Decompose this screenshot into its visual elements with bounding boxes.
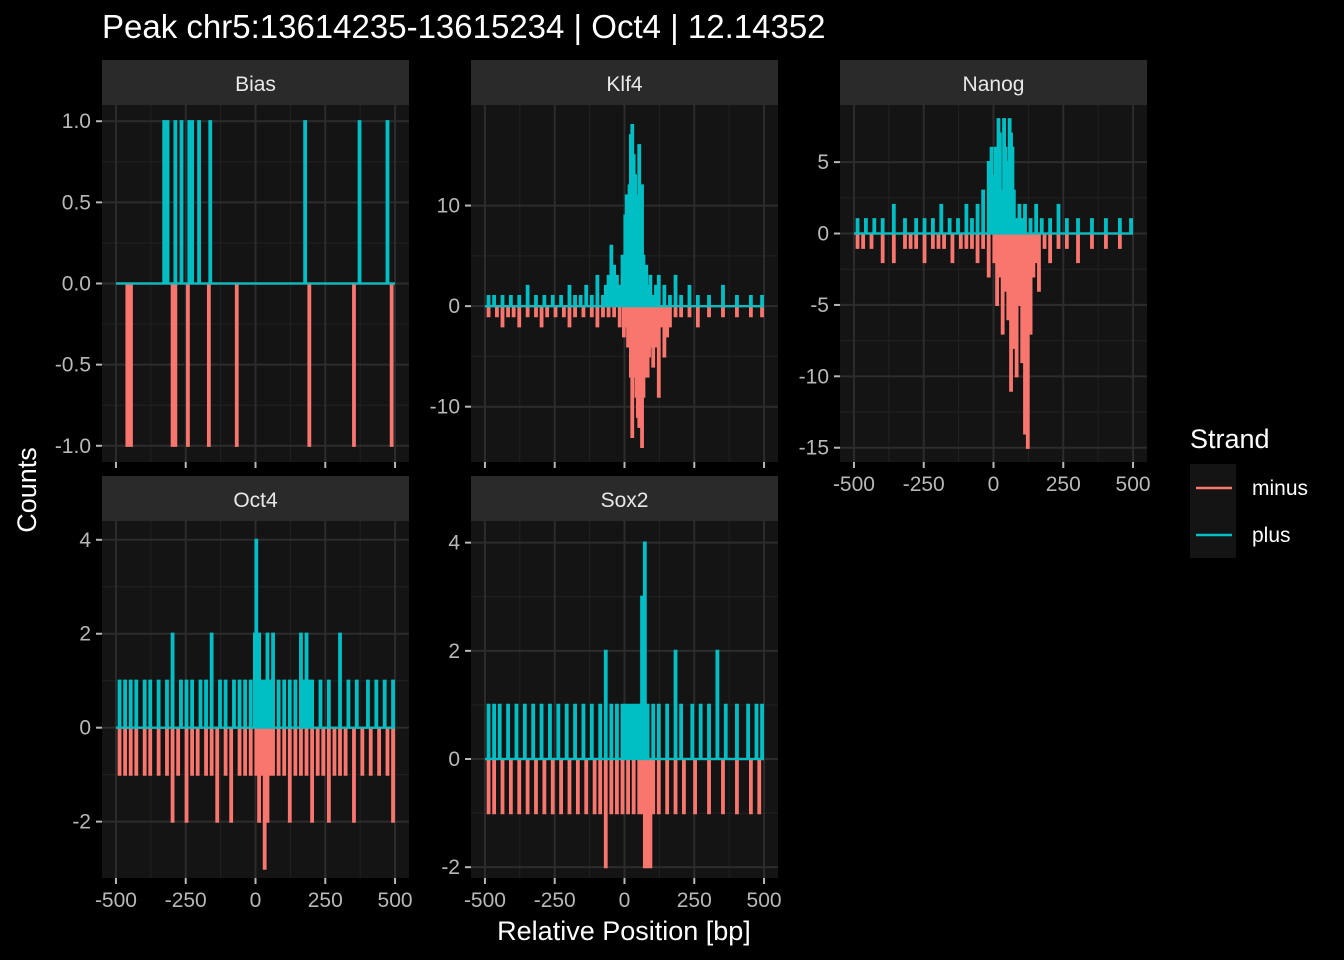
- panel-strip-oct4: [102, 476, 409, 521]
- panel-nanog: Nanog -15 -10 -5 0 5 -500 -250 0 250 500: [799, 60, 1151, 496]
- y-tick-label-oct4: -2: [72, 811, 91, 834]
- x-tick-label-oct4: -500: [95, 889, 137, 912]
- panel-strip-label-bias: Bias: [235, 73, 276, 96]
- y-tick-label-bias: -0.5: [55, 354, 91, 377]
- series-line-oct4-plus: [115, 538, 396, 729]
- panel-klf4: Klf4 -10 0 10: [430, 60, 778, 468]
- legend-key-background: [1190, 464, 1236, 558]
- y-tick-label-bias: 0.0: [62, 273, 91, 296]
- x-tick-label-oct4: 0: [250, 889, 262, 912]
- y-tick-label-nanog: -5: [810, 294, 829, 317]
- y-tick-label-sox2: 2: [448, 640, 460, 663]
- x-tick-label-oct4: 250: [308, 889, 343, 912]
- x-tick-label-nanog: 500: [1116, 473, 1151, 496]
- panel-strip-klf4: [471, 60, 778, 105]
- x-tick-label-sox2: 0: [619, 889, 631, 912]
- legend-label-minus: minus: [1252, 477, 1308, 500]
- x-tick-label-nanog: 0: [988, 473, 1000, 496]
- panel-bias: Bias -1.0 -0.5 0.0 0.5 1.0: [55, 60, 409, 468]
- y-tick-label-klf4: -10: [430, 396, 460, 419]
- x-axis-title: Relative Position [bp]: [497, 916, 751, 946]
- panel-oct4: Oct4 -2 0 2 4 -500 -250 0 250 500: [72, 476, 413, 912]
- y-axis-title: Counts: [12, 447, 42, 533]
- y-tick-label-bias: 1.0: [62, 110, 91, 133]
- y-tick-label-nanog: -15: [799, 437, 829, 460]
- legend-entries: minus plus: [1196, 477, 1308, 547]
- y-tick-label-sox2: 0: [448, 748, 460, 771]
- x-tick-label-oct4: -250: [165, 889, 207, 912]
- x-tick-label-sox2: 500: [747, 889, 782, 912]
- x-tick-label-oct4: 500: [378, 889, 413, 912]
- panel-strip-bias: [102, 60, 409, 105]
- series-line-oct4-minus: [115, 726, 396, 870]
- y-tick-label-nanog: 0: [817, 223, 829, 246]
- panel-strip-label-sox2: Sox2: [601, 489, 649, 512]
- y-tick-label-oct4: 4: [79, 529, 91, 552]
- series-line-bias-plus: [115, 120, 396, 285]
- legend-title: Strand: [1190, 424, 1270, 454]
- panel-strip-label-nanog: Nanog: [963, 73, 1025, 96]
- legend: Strand minus plus: [1190, 424, 1308, 558]
- x-tick-label-nanog: -250: [903, 473, 945, 496]
- y-tick-label-nanog: -10: [799, 365, 829, 388]
- y-tick-label-oct4: 0: [79, 717, 91, 740]
- x-tick-label-sox2: 250: [677, 889, 712, 912]
- y-tick-label-oct4: 2: [79, 623, 91, 646]
- panel-strip-nanog: [840, 60, 1147, 105]
- y-tick-label-bias: 0.5: [62, 191, 91, 214]
- y-tick-label-klf4: 0: [448, 295, 460, 318]
- series-line-nanog-plus: [853, 118, 1134, 235]
- x-tick-label-sox2: -250: [534, 889, 576, 912]
- chart-title: Peak chr5:13614235-13615234 | Oct4 | 12.…: [102, 8, 826, 45]
- panel-grid-sox2: [471, 521, 778, 878]
- y-tick-label-sox2: -2: [441, 856, 460, 879]
- x-tick-label-sox2: -500: [464, 889, 506, 912]
- panel-sox2: Sox2 -2 0 2 4 -500 -250 0 250 500: [441, 476, 782, 912]
- panel-strip-label-oct4: Oct4: [233, 489, 278, 512]
- x-tick-label-nanog: -500: [833, 473, 875, 496]
- panel-strip-sox2: [471, 476, 778, 521]
- series-line-klf4-plus: [484, 124, 765, 308]
- x-tick-label-nanog: 250: [1046, 473, 1081, 496]
- legend-label-plus: plus: [1252, 524, 1291, 547]
- y-tick-label-bias: -1.0: [55, 435, 91, 458]
- panel-grid-klf4: [471, 105, 778, 462]
- series-line-sox2-plus: [484, 541, 765, 761]
- panel-strip-label-klf4: Klf4: [606, 73, 643, 96]
- facet-panels: Bias-1.0-0.50.00.51.0Klf4-10010Nanog-15-…: [55, 60, 1151, 912]
- y-tick-label-nanog: 5: [817, 151, 829, 174]
- y-tick-label-klf4: 10: [437, 195, 460, 218]
- y-tick-label-sox2: 4: [448, 532, 460, 555]
